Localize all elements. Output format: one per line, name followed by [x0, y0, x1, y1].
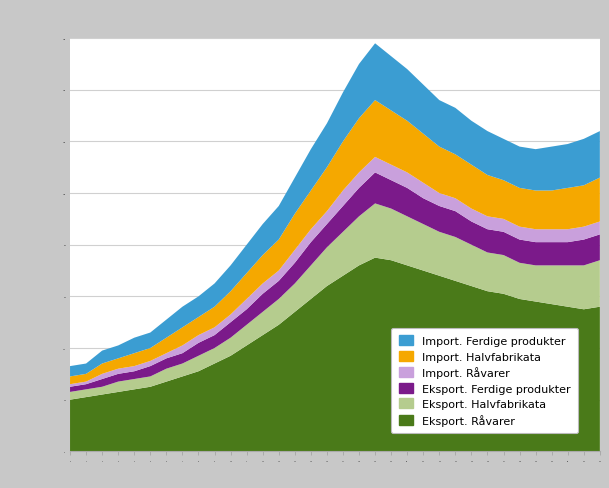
Legend: Import. Ferdige produkter, Import. Halvfabrikata, Import. Råvarer, Eksport. Ferd: Import. Ferdige produkter, Import. Halvf… — [391, 328, 579, 433]
